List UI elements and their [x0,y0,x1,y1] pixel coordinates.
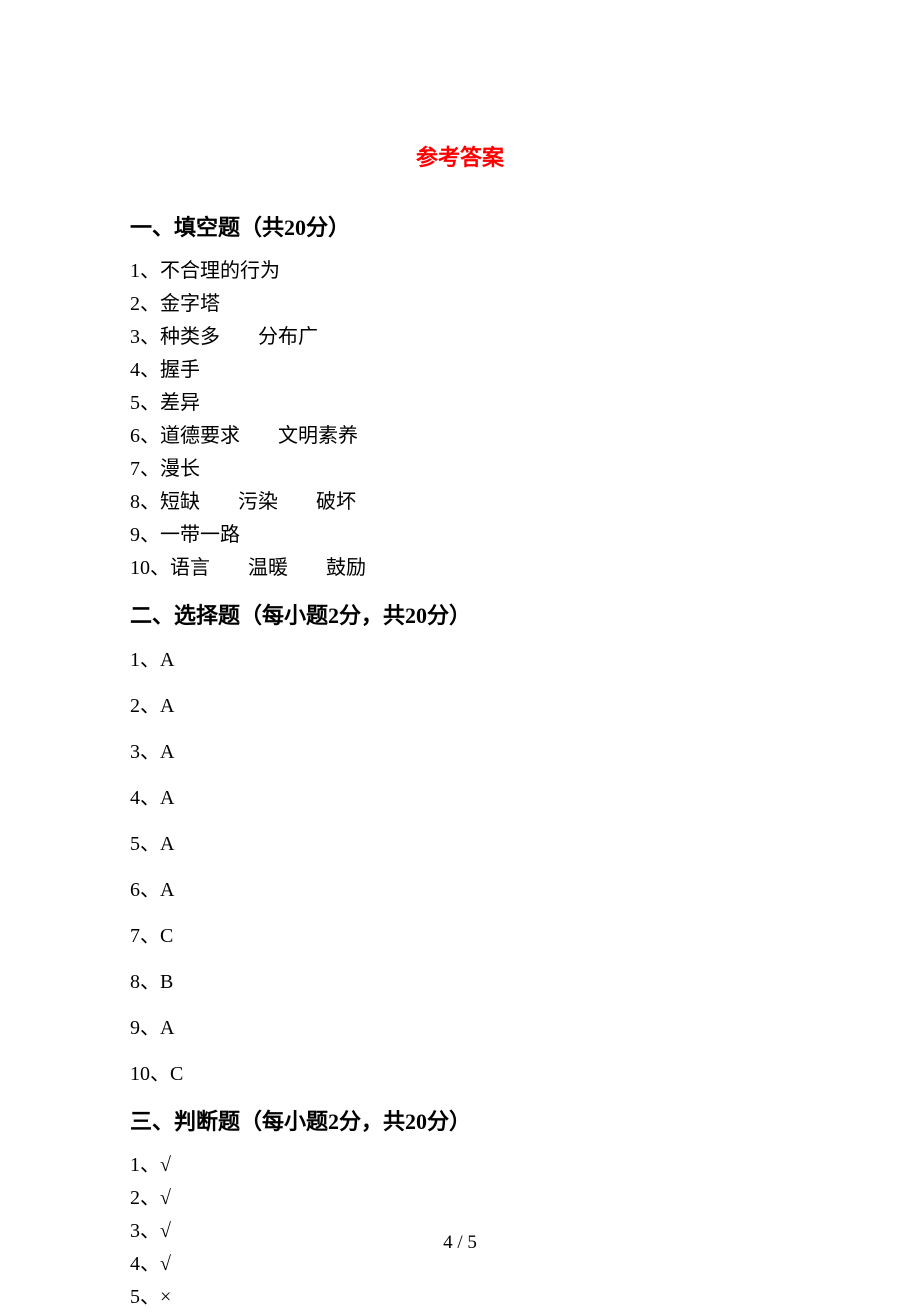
answer-text: A [160,833,174,855]
answer-text: A [160,787,174,809]
answer-number: 5、 [130,392,160,414]
answer-line: 9、一带一路 [130,520,790,551]
answer-line: 5、A [130,828,790,860]
answer-text: 温暖 [248,557,288,579]
answer-text: 不合理的行为 [160,260,280,282]
answer-text: 差异 [160,392,200,414]
section-heading: 二、选择题（每小题2分，共20分） [130,598,790,630]
answer-line: 5、× [130,1282,790,1313]
answer-number: 6、 [130,425,160,447]
answer-line: 2、√ [130,1183,790,1214]
answer-text: 破坏 [316,491,356,513]
answer-text: A [160,741,174,763]
answer-number: 2、 [130,1187,160,1209]
answer-number: 8、 [130,491,160,513]
document-page: 参考答案 一、填空题（共20分）1、不合理的行为2、金字塔3、种类多分布广4、握… [0,0,920,1313]
answer-line: 10、语言 温暖 鼓励 [130,553,790,584]
answer-line: 7、C [130,920,790,952]
page-number: 4 / 5 [0,1232,920,1254]
answer-text: 一带一路 [160,524,240,546]
answer-number: 1、 [130,1154,160,1176]
answer-text: A [160,649,174,671]
answer-number: 2、 [130,695,160,717]
answer-number: 4、 [130,787,160,809]
answer-line: 8、B [130,966,790,998]
answer-text: 文明素养 [278,425,358,447]
answer-text: × [160,1286,171,1308]
sections-container: 一、填空题（共20分）1、不合理的行为2、金字塔3、种类多分布广4、握手5、差异… [130,210,790,1313]
answer-line: 1、不合理的行为 [130,256,790,287]
answer-text: B [160,971,173,993]
answer-line: 2、金字塔 [130,289,790,320]
answer-list: 1、A2、A3、A4、A5、A6、A7、C8、B9、A10、C [130,644,790,1090]
answer-number: 8、 [130,971,160,993]
answer-list: 1、不合理的行为2、金字塔3、种类多分布广4、握手5、差异6、道德要求文明素养7… [130,256,790,584]
answer-line: 10、C [130,1058,790,1090]
answer-line: 3、种类多 分布广 [130,322,790,353]
answer-text: √ [160,1154,171,1176]
answer-number: 5、 [130,1286,160,1308]
answer-line: 4、A [130,782,790,814]
answer-line: 6、道德要求 文明素养 [130,421,790,452]
answer-line: 4、握手 [130,355,790,386]
answer-text: A [160,879,174,901]
answer-text: √ [160,1253,171,1275]
answer-number: 1、 [130,649,160,671]
answer-number: 3、 [130,326,160,348]
answer-number: 7、 [130,925,160,947]
answer-number: 3、 [130,741,160,763]
answer-text: C [170,1063,183,1085]
answer-number: 9、 [130,1017,160,1039]
answer-line: 1、√ [130,1150,790,1181]
answer-number: 6、 [130,879,160,901]
answer-text: A [160,695,174,717]
answer-text: 漫长 [160,458,200,480]
answer-number: 9、 [130,524,160,546]
answer-text: 种类多 [160,326,220,348]
answer-text: 道德要求 [160,425,240,447]
answer-text: A [160,1017,174,1039]
answer-line: 8、短缺 污染 破坏 [130,487,790,518]
section-heading: 一、填空题（共20分） [130,210,790,242]
answer-number: 1、 [130,260,160,282]
answer-line: 2、A [130,690,790,722]
answer-number: 10、 [130,1063,170,1085]
answer-line: 1、A [130,644,790,676]
answer-text: 污染 [238,491,278,513]
answer-line: 7、漫长 [130,454,790,485]
answer-text: C [160,925,173,947]
answer-text: 语言 [170,557,210,579]
answer-line: 6、A [130,874,790,906]
answer-line: 5、差异 [130,388,790,419]
answer-line: 3、A [130,736,790,768]
answer-number: 4、 [130,1253,160,1275]
answer-text: √ [160,1187,171,1209]
answer-text: 握手 [160,359,200,381]
section-heading: 三、判断题（每小题2分，共20分） [130,1104,790,1136]
answer-line: 9、A [130,1012,790,1044]
answer-number: 7、 [130,458,160,480]
page-title: 参考答案 [130,140,790,172]
answer-text: 分布广 [258,326,318,348]
answer-text: 短缺 [160,491,200,513]
answer-number: 4、 [130,359,160,381]
answer-number: 2、 [130,293,160,315]
answer-number: 5、 [130,833,160,855]
answer-text: 鼓励 [326,557,366,579]
answer-number: 10、 [130,557,170,579]
answer-text: 金字塔 [160,293,220,315]
